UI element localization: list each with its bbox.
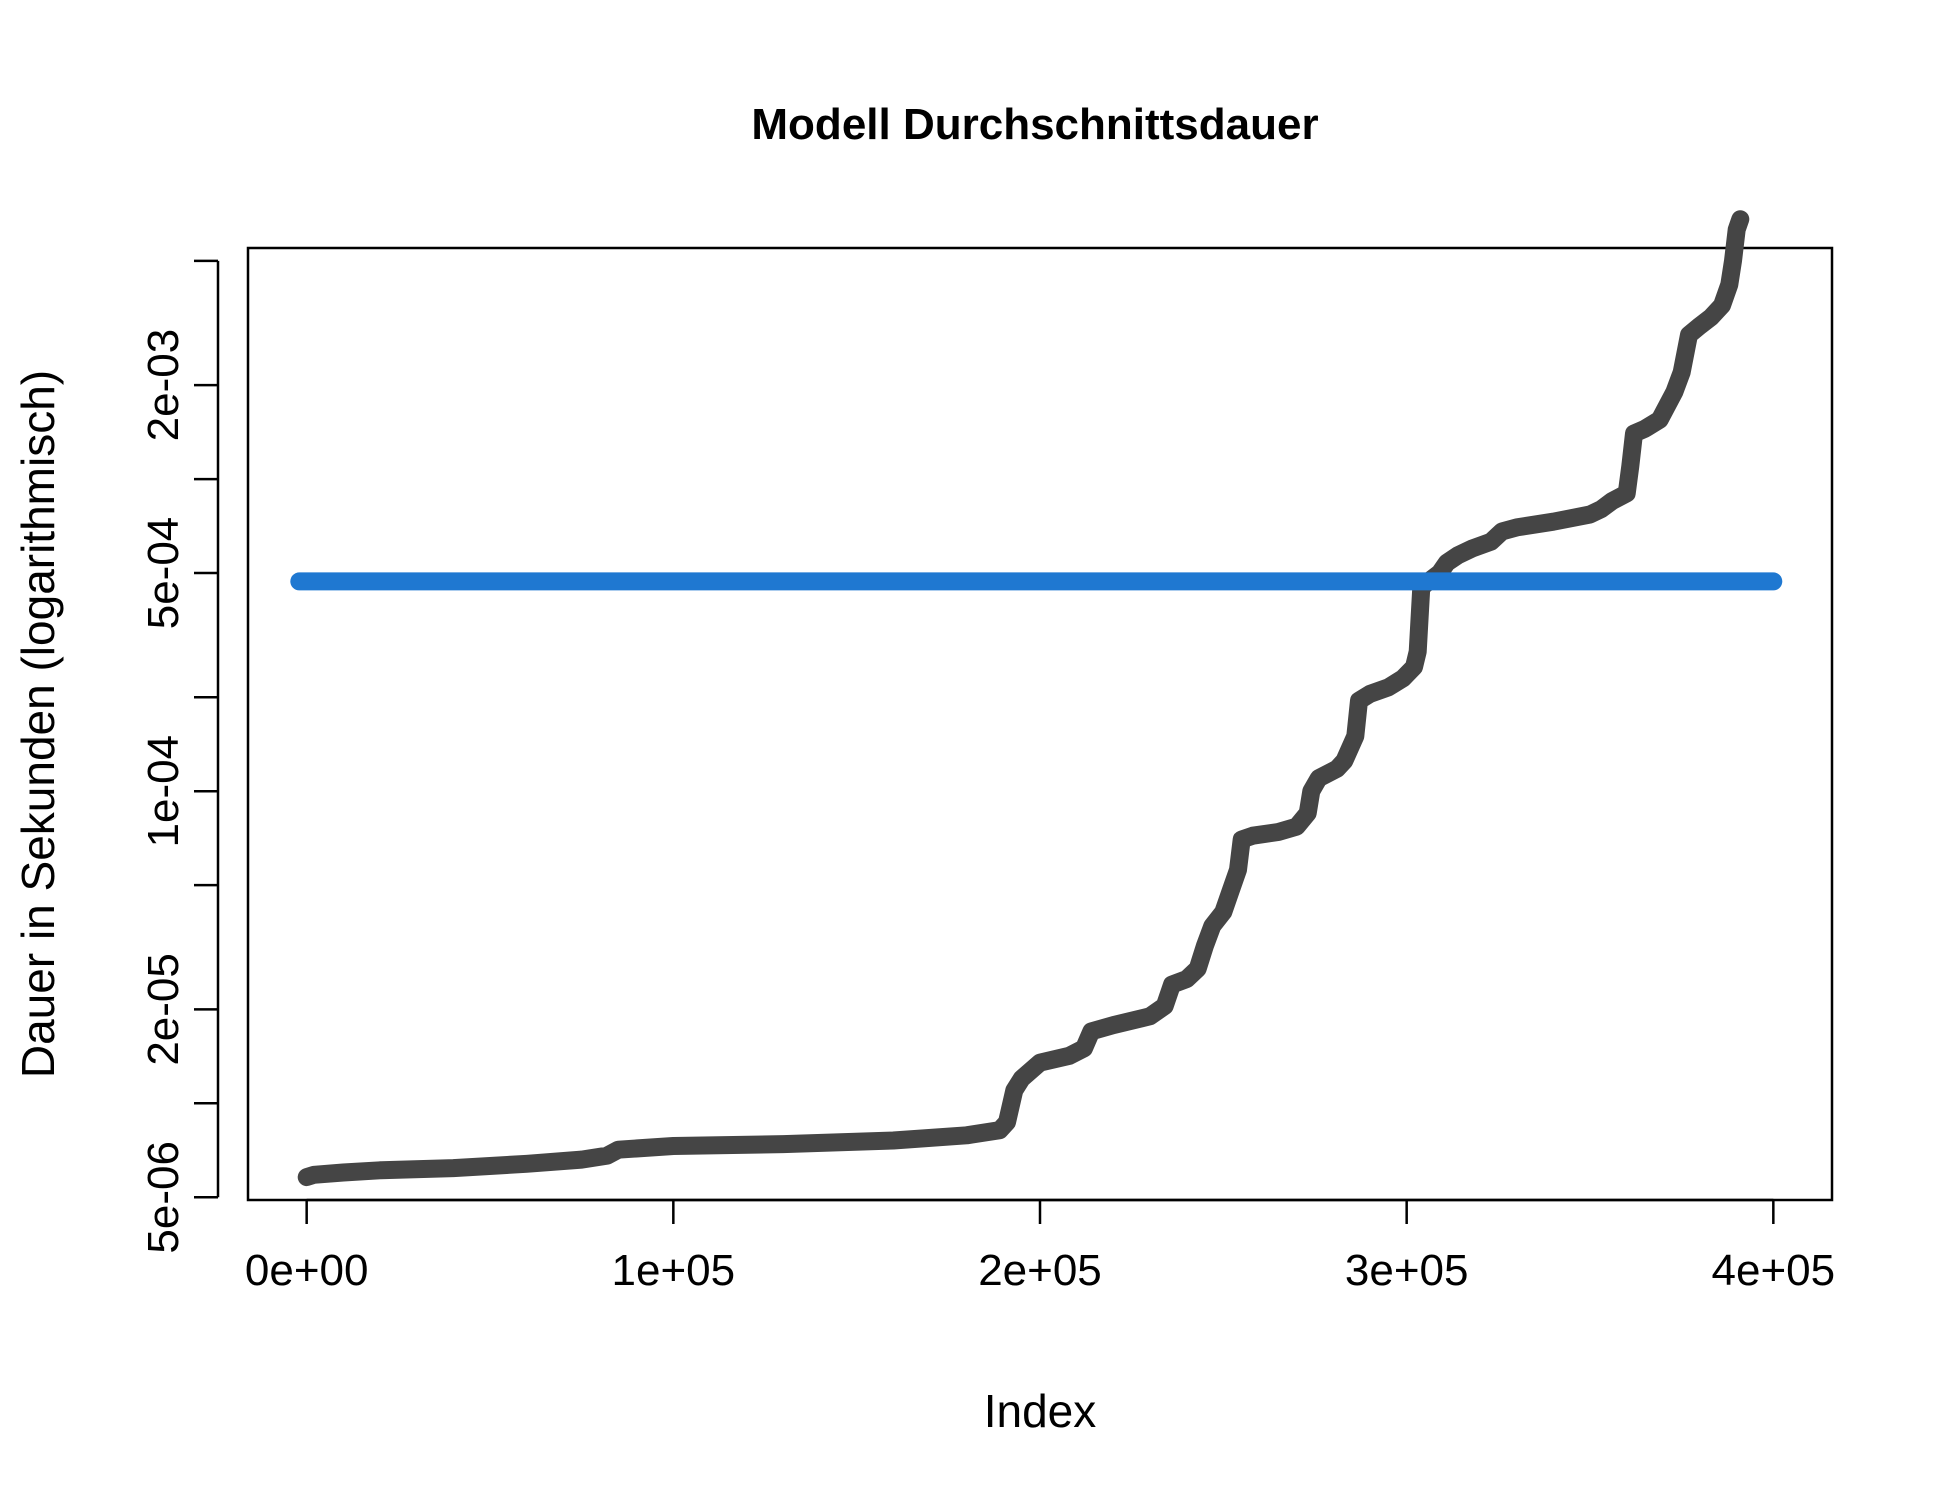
x-axis: 0e+00 1e+05 2e+05 3e+05 4e+05 <box>245 1198 1836 1295</box>
y-tick-label: 1e-04 <box>139 735 188 848</box>
y-tick-label: 5e-06 <box>139 1141 188 1254</box>
y-tick-label: 5e-04 <box>139 517 188 630</box>
series-line-1 <box>297 210 1750 1187</box>
x-tick-label: 1e+05 <box>612 1246 736 1295</box>
x-tick-label: 3e+05 <box>1345 1246 1469 1295</box>
y-tick-label: 2e-03 <box>139 329 188 442</box>
y-axis: 5e-06 2e-05 1e-04 5e-04 2e-03 <box>139 259 220 1254</box>
x-axis-label: Index <box>984 1385 1097 1437</box>
x-tick-label: 4e+05 <box>1712 1246 1836 1295</box>
y-tick-label: 2e-05 <box>139 953 188 1066</box>
x-tick-label: 2e+05 <box>978 1246 1102 1295</box>
x-tick-label: 0e+00 <box>245 1246 369 1295</box>
series-layer <box>290 210 1783 1187</box>
chart-title: Modell Durchschnittsdauer <box>751 100 1318 149</box>
y-axis-label: Dauer in Sekunden (logarithmisch) <box>12 370 64 1078</box>
